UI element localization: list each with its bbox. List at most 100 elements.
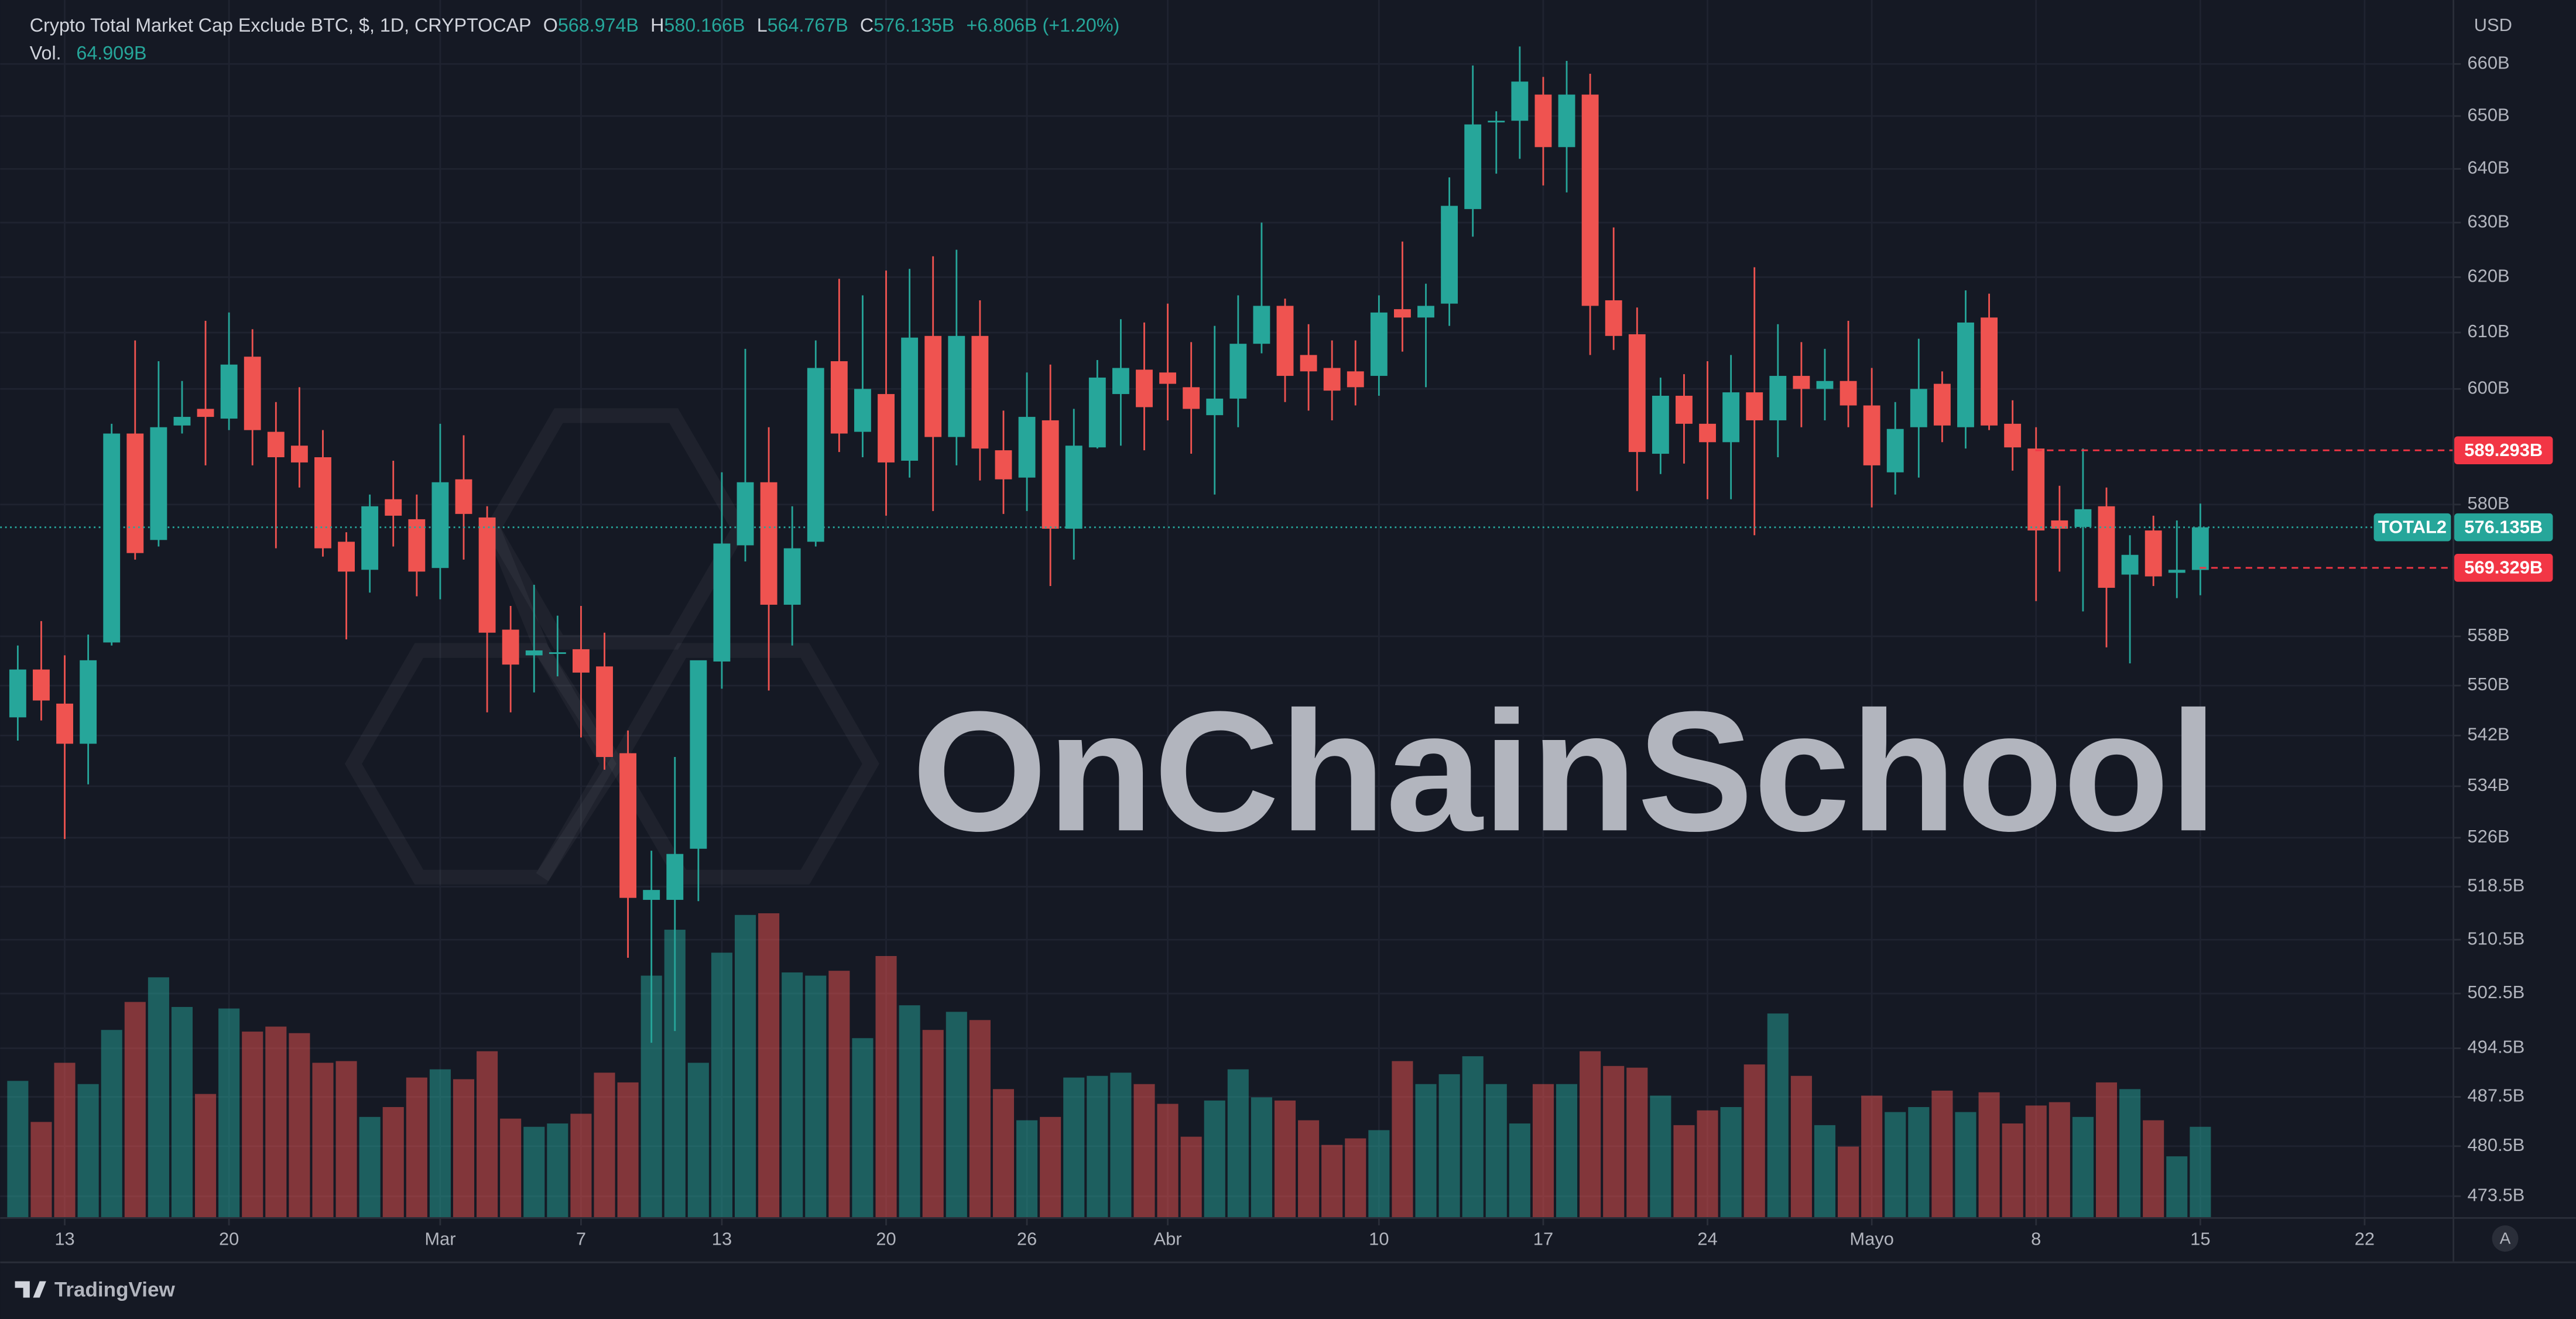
x-tick-label: Mar xyxy=(424,1228,455,1249)
volume-bar xyxy=(382,1106,404,1218)
volume-bar xyxy=(1650,1095,1671,1218)
candle-body xyxy=(1534,94,1552,148)
volume-bar xyxy=(1040,1116,1061,1218)
candle-body xyxy=(1323,368,1341,391)
candle-body xyxy=(1886,429,1904,472)
candle-body xyxy=(2168,570,2186,573)
volume-bar xyxy=(2002,1123,2023,1218)
volume-bar xyxy=(711,953,732,1218)
volume-bar xyxy=(406,1077,427,1218)
y-tick-label: 518.5B xyxy=(2468,875,2525,896)
volume-bar xyxy=(1509,1123,1530,1218)
x-tick-label: 22 xyxy=(2355,1228,2375,1249)
volume-bar xyxy=(265,1026,287,1218)
y-tick-label: 473.5B xyxy=(2468,1184,2525,1205)
candle-body xyxy=(830,361,848,434)
volume-bar xyxy=(617,1082,639,1218)
volume-bar xyxy=(1931,1090,1953,1218)
volume-bar xyxy=(1908,1106,1930,1218)
volume-bar xyxy=(312,1063,334,1218)
candle-body xyxy=(1018,417,1036,478)
y-tick-label: 620B xyxy=(2468,266,2510,286)
legend-close: 576.135B xyxy=(873,14,954,35)
volume-bar xyxy=(7,1081,29,1218)
legend-volume-row: Vol. 64.909B xyxy=(30,42,147,63)
candle-body xyxy=(1441,205,1458,304)
volume-bar xyxy=(1157,1104,1179,1218)
auto-scale-button[interactable]: A xyxy=(2492,1225,2519,1252)
price-axis-unit: USD xyxy=(2474,15,2512,35)
volume-bar xyxy=(758,913,780,1218)
volume-bar xyxy=(1955,1112,1976,1218)
candles xyxy=(9,46,2209,1043)
candle-body xyxy=(1933,383,1951,426)
candle-body xyxy=(1676,395,1693,424)
candle-body xyxy=(737,482,754,546)
candle-body xyxy=(1393,309,1411,318)
y-tick-label: 650B xyxy=(2468,104,2510,125)
candle-body xyxy=(2098,506,2115,588)
volume-bar xyxy=(1556,1084,1578,1218)
candle-body xyxy=(1276,306,1294,376)
volume-bar xyxy=(1087,1075,1108,1218)
volume-bar xyxy=(828,971,850,1218)
candle-body xyxy=(338,542,355,572)
candle-body xyxy=(643,890,660,900)
candle-body xyxy=(1229,344,1247,399)
volume-bar xyxy=(54,1063,76,1218)
volume-bar xyxy=(805,975,827,1218)
volume-bar xyxy=(1227,1069,1249,1218)
y-tick-label: 487.5B xyxy=(2468,1085,2525,1106)
volume-bar xyxy=(30,1122,52,1218)
candle-body xyxy=(2191,527,2209,570)
volume-bar xyxy=(289,1033,310,1218)
y-tick-label: 510.5B xyxy=(2468,928,2525,948)
candle-body xyxy=(1300,355,1317,372)
volume-bar xyxy=(2190,1126,2211,1218)
candle-body xyxy=(314,457,331,549)
volume-bar xyxy=(2025,1105,2047,1218)
legend-title: Crypto Total Market Cap Exclude BTC, $, … xyxy=(30,14,532,35)
x-tick-label: 17 xyxy=(1533,1228,1553,1249)
volume-bar xyxy=(1673,1125,1695,1218)
volume-bar xyxy=(1885,1112,1906,1218)
volume-bar xyxy=(1743,1064,1765,1218)
candle-body xyxy=(1159,372,1177,384)
price-tag-label: 589.293B xyxy=(2464,440,2543,460)
price-tag xyxy=(2454,436,2553,465)
candle-body xyxy=(1042,420,1059,529)
candle-body xyxy=(1628,334,1646,453)
volume-bar xyxy=(242,1032,263,1218)
candle-body xyxy=(854,389,871,432)
volume-pane xyxy=(7,913,2211,1218)
candle-body xyxy=(1581,94,1599,306)
candle-body xyxy=(878,394,895,462)
symbol-tag xyxy=(2373,513,2451,542)
legend-close-label: C xyxy=(860,14,873,35)
volume-bar xyxy=(1485,1084,1507,1218)
tradingview-logo[interactable]: TradingView xyxy=(15,1279,176,1301)
y-tick-label: 534B xyxy=(2468,775,2510,795)
candle-body xyxy=(1722,392,1740,443)
candle-body xyxy=(1699,423,1716,443)
legend-open-label: O xyxy=(543,14,558,35)
volume-bar xyxy=(1251,1097,1272,1218)
volume-bar xyxy=(1110,1073,1132,1218)
candle-body xyxy=(1910,389,1927,427)
candle-body xyxy=(1558,94,1575,148)
y-tick-label: 502.5B xyxy=(2468,982,2525,1002)
y-tick-label: 660B xyxy=(2468,52,2510,73)
candle-body xyxy=(619,753,637,898)
candle-body xyxy=(995,450,1012,479)
candle-body xyxy=(126,433,144,553)
candle-body xyxy=(783,548,801,605)
candle-body xyxy=(502,629,519,665)
volume-bar xyxy=(1204,1100,1225,1218)
legend-high-label: H xyxy=(650,14,664,35)
candle-body xyxy=(1816,381,1834,389)
x-tick-label: Mayo xyxy=(1849,1228,1893,1249)
candle-body xyxy=(2027,448,2045,531)
y-tick-label: 480.5B xyxy=(2468,1135,2525,1155)
x-tick-label: 13 xyxy=(54,1228,74,1249)
